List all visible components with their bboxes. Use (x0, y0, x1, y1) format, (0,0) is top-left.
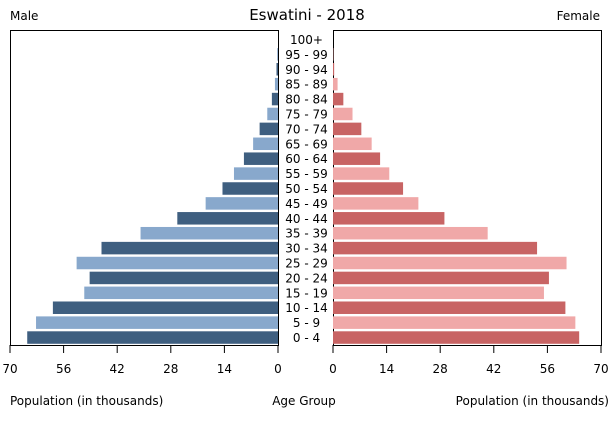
male-bar-50-54 (222, 182, 278, 195)
age-group-label: 10 - 14 (285, 301, 328, 315)
female-axis-tick-label: 42 (486, 362, 501, 376)
male-bar-65-69 (253, 137, 278, 151)
male-label: Male (10, 9, 38, 23)
age-group-label: 75 - 79 (285, 107, 328, 121)
female-bar-35-39 (333, 226, 488, 240)
female-bar-45-49 (333, 197, 419, 210)
female-bar-85-89 (333, 77, 338, 91)
female-bar-0-4 (333, 331, 580, 344)
female-axis-tick-label: 28 (433, 362, 448, 376)
male-axis-tick-label: 28 (163, 362, 178, 376)
female-bar-65-69 (333, 137, 372, 151)
male-axis-tick-label: 0 (274, 362, 282, 376)
male-axis-tick-label: 70 (2, 362, 17, 376)
female-bar-75-79 (333, 107, 353, 121)
female-bar-55-59 (333, 167, 390, 180)
female-bar-15-19 (333, 286, 544, 300)
female-label: Female (557, 9, 600, 23)
age-group-label: 60 - 64 (285, 152, 328, 166)
male-bar-20-24 (89, 271, 279, 285)
female-x-axis: 0 14 28 42 56 70 (329, 345, 609, 376)
female-bar-30-34 (333, 241, 538, 255)
male-plot-frame (10, 30, 279, 346)
age-group-axis-label: Age Group (272, 394, 336, 408)
female-bar-10-14 (333, 301, 566, 314)
female-bar-5-9 (333, 316, 576, 329)
female-axis-tick-label: 70 (593, 362, 608, 376)
female-bar-50-54 (333, 182, 404, 195)
male-bar-35-39 (140, 226, 278, 240)
male-bar-10-14 (52, 301, 278, 314)
female-x-axis-label: Population (in thousands) (456, 394, 609, 408)
male-bar-70-74 (259, 122, 278, 136)
male-axis-tick-label: 14 (217, 362, 232, 376)
age-group-label: 100+ (290, 33, 323, 47)
age-group-label: 95 - 99 (285, 48, 328, 62)
male-bar-55-59 (233, 167, 278, 180)
female-bar-60-64 (333, 152, 381, 165)
male-bar-25-29 (76, 256, 278, 270)
age-group-label: 5 - 9 (293, 316, 320, 330)
female-bar-25-29 (333, 256, 567, 270)
age-group-label: 45 - 49 (285, 197, 328, 211)
female-bar-90-94 (333, 63, 335, 76)
female-bars (333, 48, 580, 344)
male-bars (27, 48, 279, 344)
female-bar-40-44 (333, 212, 445, 225)
age-group-label: 85 - 89 (285, 78, 328, 92)
female-bar-20-24 (333, 271, 549, 285)
age-group-label: 25 - 29 (285, 257, 328, 271)
female-axis-tick-label: 56 (540, 362, 555, 376)
age-group-label: 20 - 24 (285, 271, 328, 285)
age-group-label: 30 - 34 (285, 242, 328, 256)
age-group-label: 70 - 74 (285, 122, 328, 136)
age-group-label: 80 - 84 (285, 93, 328, 107)
male-axis-tick-label: 42 (110, 362, 125, 376)
age-group-label: 90 - 94 (285, 63, 328, 77)
female-bar-80-84 (333, 92, 344, 106)
male-bar-60-64 (243, 152, 278, 165)
male-x-axis: 70 56 42 28 14 0 (2, 345, 282, 376)
male-bar-45-49 (205, 197, 278, 210)
male-bar-90-94 (276, 63, 278, 76)
female-axis-tick-label: 0 (329, 362, 337, 376)
age-group-label: 35 - 39 (285, 227, 328, 241)
female-bar-70-74 (333, 122, 362, 136)
female-axis-tick-label: 14 (379, 362, 394, 376)
male-bar-15-19 (84, 286, 278, 300)
age-group-label: 15 - 19 (285, 286, 328, 300)
male-bar-85-89 (274, 77, 278, 91)
male-axis-tick-label: 56 (56, 362, 71, 376)
male-bar-75-79 (267, 107, 278, 121)
age-group-label: 40 - 44 (285, 212, 328, 226)
male-bar-80-84 (271, 92, 278, 106)
age-group-label: 50 - 54 (285, 182, 328, 196)
male-bar-30-34 (101, 241, 278, 255)
male-x-axis-label: Population (in thousands) (10, 394, 163, 408)
male-bar-0-4 (27, 331, 278, 344)
age-group-label: 55 - 59 (285, 167, 328, 181)
male-bar-95-99 (277, 48, 278, 61)
age-group-label: 65 - 69 (285, 137, 328, 151)
male-bar-40-44 (177, 212, 278, 225)
age-group-label: 0 - 4 (293, 331, 320, 345)
chart-title: Eswatini - 2018 (249, 6, 365, 24)
male-bar-5-9 (36, 316, 278, 329)
